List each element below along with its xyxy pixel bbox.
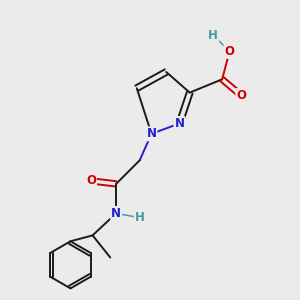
Text: O: O xyxy=(236,89,246,102)
Text: H: H xyxy=(208,29,218,42)
Text: N: N xyxy=(111,207,121,220)
Text: O: O xyxy=(86,174,96,188)
Text: N: N xyxy=(146,127,157,140)
Text: H: H xyxy=(135,211,145,224)
Text: O: O xyxy=(224,45,235,58)
Text: N: N xyxy=(174,117,184,130)
